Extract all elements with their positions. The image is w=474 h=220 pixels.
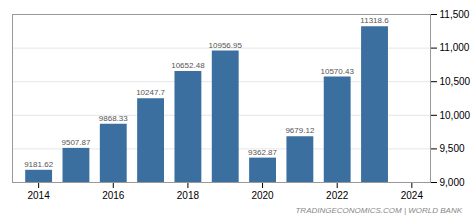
svg-text:10247.7: 10247.7 [136,88,165,97]
svg-text:10,000: 10,000 [440,110,471,121]
svg-text:2022: 2022 [326,190,349,201]
svg-text:9868.33: 9868.33 [99,114,128,123]
svg-text:11318.6: 11318.6 [360,16,389,25]
svg-text:2014: 2014 [28,190,51,201]
html-text:TRADINGECONOMICS.COM | WORLD B: TRADINGECONOMICS.COM | WORLD BANK [295,206,462,215]
svg-text:9,000: 9,000 [440,177,465,188]
svg-text:9,500: 9,500 [440,143,465,154]
svg-text:11,500: 11,500 [440,9,470,20]
svg-text:2024: 2024 [401,190,424,201]
svg-text:9362.87: 9362.87 [248,148,277,157]
svg-text:9507.87: 9507.87 [61,138,90,147]
svg-text:9181.62: 9181.62 [24,160,53,169]
svg-text:11,000: 11,000 [440,42,470,53]
svg-text:9679.12: 9679.12 [285,126,314,135]
svg-text:2018: 2018 [177,190,200,201]
svg-text:2016: 2016 [102,190,125,201]
svg-text:10652.48: 10652.48 [171,61,205,70]
svg-text:10,500: 10,500 [440,76,471,87]
svg-text:10956.95: 10956.95 [209,41,243,50]
svg-text:2020: 2020 [251,190,274,201]
svg-text:10570.43: 10570.43 [321,67,355,76]
